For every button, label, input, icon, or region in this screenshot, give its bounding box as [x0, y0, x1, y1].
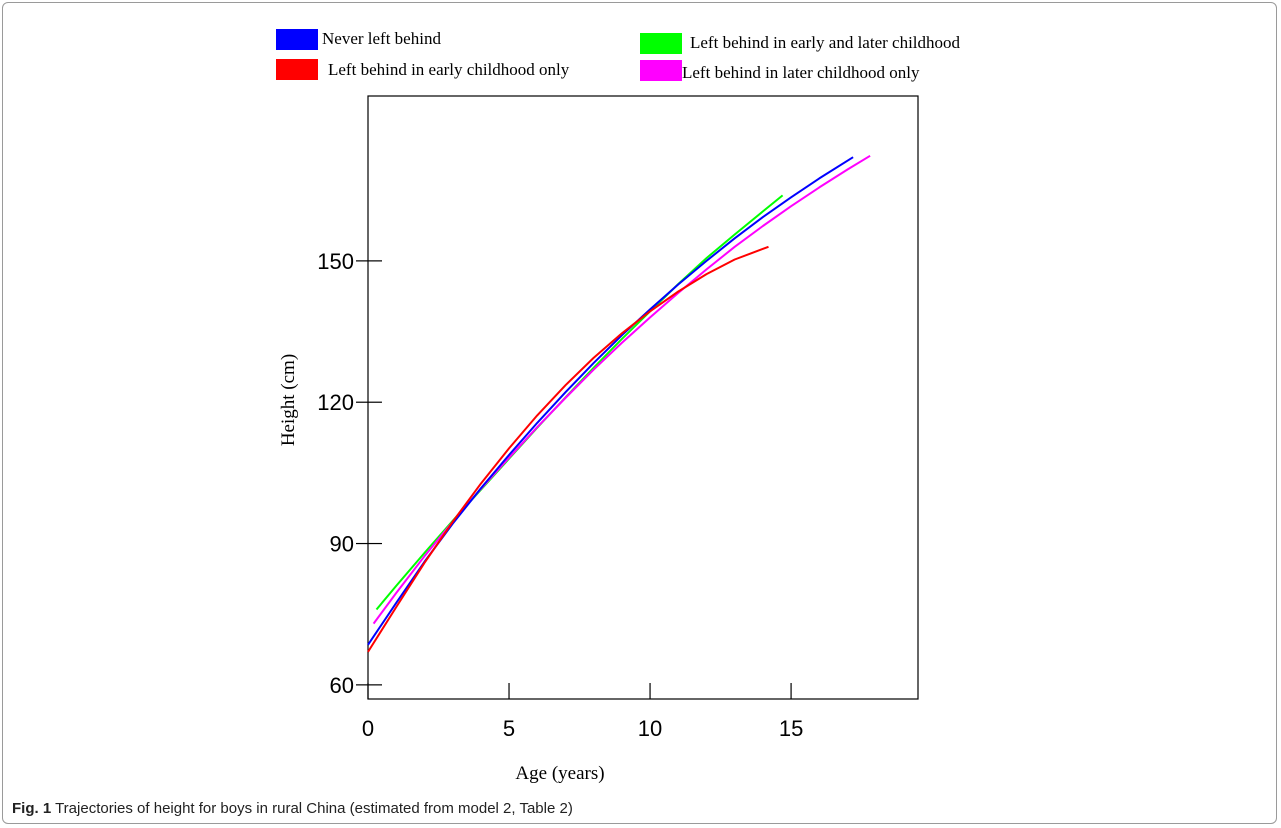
- height-trajectory-chart: Never left behind Left behind in early ch…: [276, 29, 961, 784]
- legend-label: Never left behind: [322, 29, 441, 48]
- chart-legend: Never left behind Left behind in early ch…: [276, 29, 961, 82]
- series-line-never-left-behind: [367, 156, 854, 646]
- legend-label: Left behind in early and later childhood: [690, 33, 961, 52]
- legend-swatch: [640, 60, 682, 81]
- figure-caption-text: Trajectories of height for boys in rural…: [55, 800, 573, 817]
- x-tick-label: 10: [638, 716, 662, 741]
- y-axis-ticks: 60 90 120 150: [317, 249, 382, 698]
- figure-caption-label: Fig. 1: [12, 800, 52, 817]
- series-lines: [367, 154, 871, 653]
- y-axis-label: Height (cm): [278, 354, 299, 446]
- series-line-left-behind-in-later-childhood-only: [372, 154, 871, 625]
- legend-swatch: [276, 59, 318, 80]
- x-tick-label: 15: [779, 716, 803, 741]
- plot-area-border: [367, 95, 919, 700]
- legend-swatch: [276, 29, 318, 50]
- x-axis-label: Age (years): [515, 763, 604, 784]
- y-tick-label: 150: [317, 249, 354, 274]
- legend-label: Left behind in later childhood only: [682, 63, 920, 82]
- x-tick-label: 5: [503, 716, 515, 741]
- legend-swatch: [640, 33, 682, 54]
- x-axis-ticks: 0 5 10 15: [362, 683, 803, 741]
- figure-caption: Fig. 1 Trajectories of height for boys i…: [12, 800, 573, 817]
- series-line-left-behind-in-early-childhood-only: [367, 245, 769, 653]
- legend-label: Left behind in early childhood only: [328, 60, 570, 79]
- y-tick-label: 90: [330, 532, 354, 557]
- y-tick-label: 120: [317, 390, 354, 415]
- x-tick-label: 0: [362, 716, 374, 741]
- y-tick-label: 60: [330, 673, 354, 698]
